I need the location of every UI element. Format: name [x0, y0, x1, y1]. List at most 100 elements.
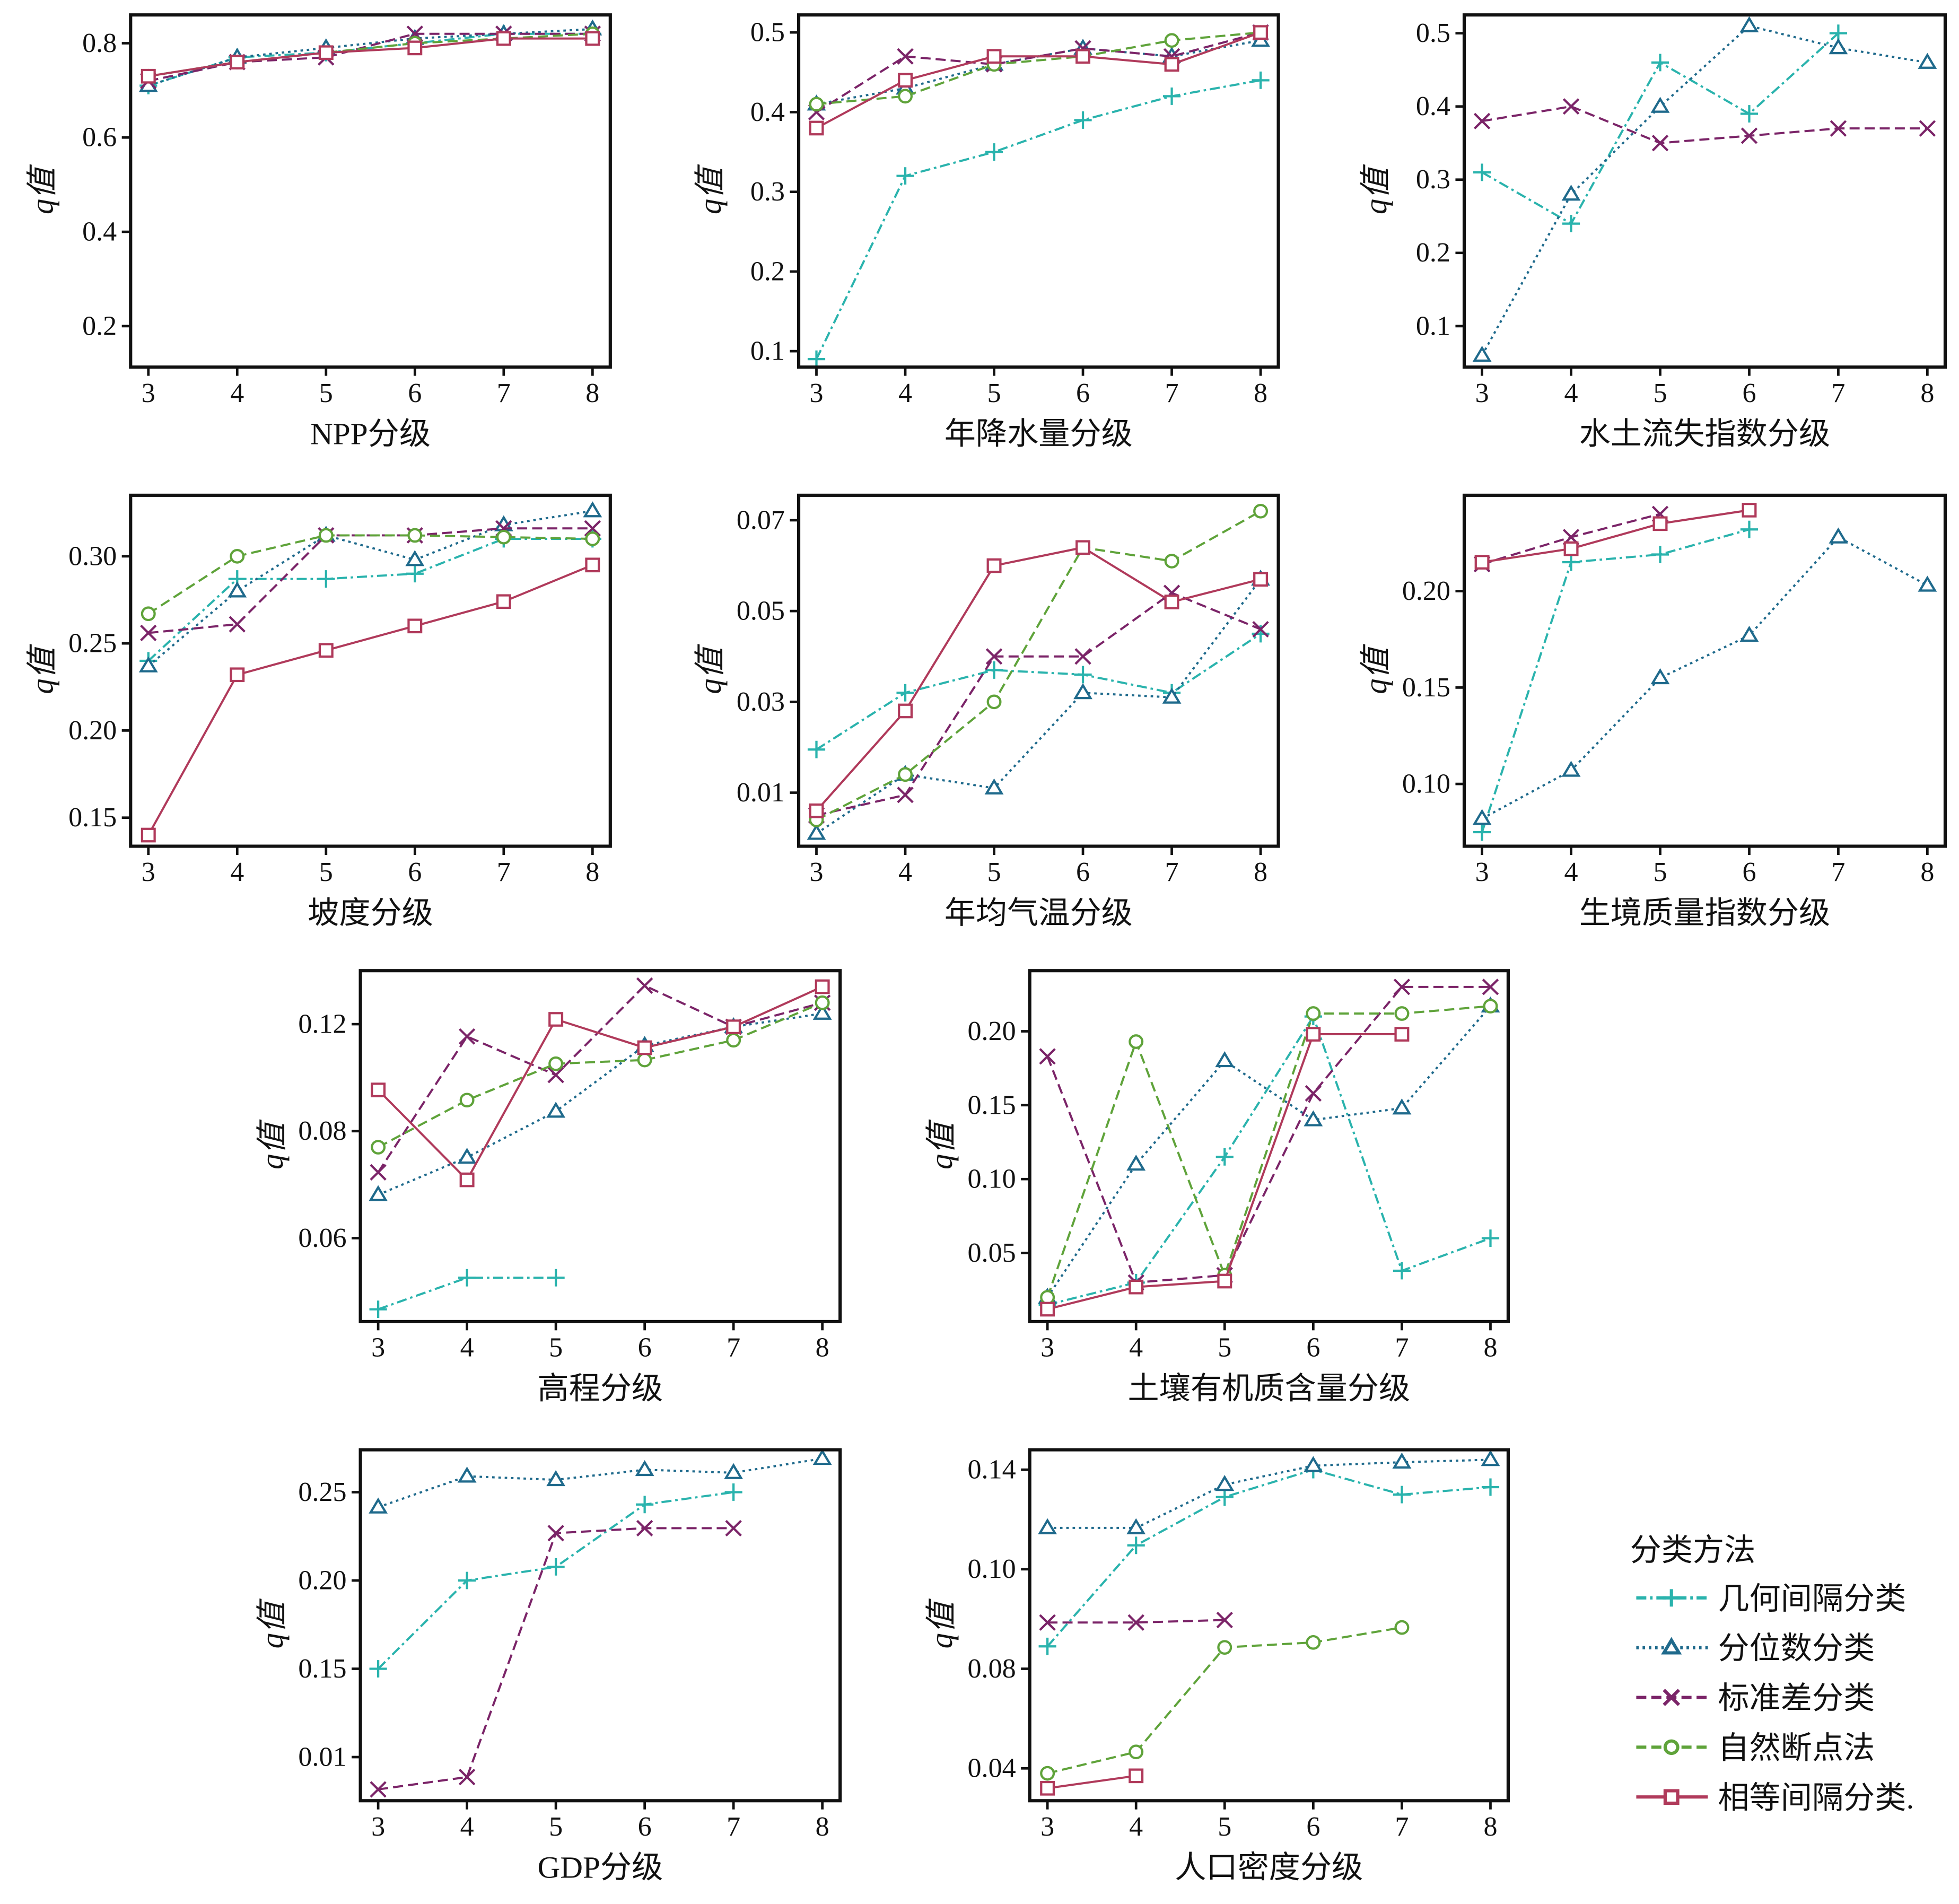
- marker: [1474, 555, 1490, 570]
- marker: [369, 1185, 388, 1201]
- x-tick-label: 8: [1254, 378, 1267, 408]
- series-line: [148, 527, 593, 634]
- marker: [585, 557, 600, 573]
- y-tick-label: 0.5: [750, 18, 785, 48]
- marker: [725, 1519, 742, 1536]
- marker: [1394, 1027, 1410, 1042]
- y-tick-label: 0.20: [298, 1566, 346, 1596]
- marker: [1253, 503, 1269, 519]
- x-tick-label: 8: [1920, 857, 1934, 887]
- series-line: [816, 510, 1262, 821]
- x-tick-label: 8: [816, 1333, 829, 1363]
- y-axis-label: q值: [924, 1598, 959, 1648]
- plot-frame: [1028, 1448, 1510, 1803]
- series-line: [378, 1001, 823, 1148]
- series-line: [147, 538, 593, 662]
- x-axis-label: GDP分级: [537, 1850, 663, 1885]
- y-tick-label: 0.10: [1402, 769, 1450, 799]
- x-tick-label: 5: [987, 857, 1001, 887]
- marker: [898, 73, 913, 88]
- x-tick-label: 5: [1218, 1812, 1231, 1842]
- x-tick-label: 7: [1831, 378, 1845, 408]
- marker: [1562, 215, 1580, 233]
- series-line: [816, 579, 1262, 835]
- legend-label: 几何间隔分类: [1718, 1581, 1906, 1616]
- marker: [1074, 648, 1091, 665]
- marker: [547, 1558, 565, 1576]
- marker: [809, 97, 824, 112]
- marker: [1306, 1635, 1321, 1650]
- x-tick-label: 6: [638, 1333, 652, 1363]
- x-tick-label: 4: [898, 378, 912, 408]
- marker: [1562, 98, 1580, 115]
- marker: [635, 1460, 654, 1477]
- y-tick-label: 0.01: [737, 778, 785, 808]
- marker: [1561, 761, 1581, 777]
- series-line: [1482, 105, 1928, 144]
- marker: [457, 1466, 477, 1483]
- marker: [230, 55, 245, 69]
- marker: [1651, 54, 1669, 72]
- x-tick-label: 3: [809, 857, 823, 887]
- marker: [1392, 1098, 1412, 1115]
- x-tick-label: 7: [727, 1333, 740, 1363]
- marker: [406, 565, 424, 583]
- marker: [1075, 540, 1091, 555]
- marker: [407, 40, 423, 56]
- x-tick-label: 6: [1742, 378, 1756, 408]
- marker: [458, 1028, 476, 1045]
- x-tick-label: 5: [319, 378, 333, 408]
- marker: [1129, 1744, 1144, 1760]
- y-tick-label: 0.01: [298, 1742, 346, 1772]
- x-axis-label: 土壤有机质含量分级: [1127, 1371, 1410, 1406]
- series-line: [148, 32, 593, 77]
- marker: [1663, 1739, 1680, 1755]
- x-tick-label: 8: [1483, 1812, 1497, 1842]
- y-tick-label: 0.25: [298, 1477, 346, 1507]
- marker: [807, 350, 826, 368]
- marker: [1472, 809, 1492, 825]
- marker: [1306, 1027, 1321, 1042]
- y-tick-label: 0.2: [82, 311, 117, 341]
- series-line: [1047, 1458, 1491, 1529]
- y-tick-label: 0.05: [737, 596, 785, 626]
- marker: [1741, 127, 1758, 144]
- x-axis-label: 坡度分级: [308, 895, 433, 930]
- x-tick-label: 5: [1653, 378, 1667, 408]
- x-tick-label: 4: [460, 1812, 474, 1842]
- marker: [1038, 1518, 1057, 1534]
- plot-frame: [1028, 969, 1510, 1323]
- marker: [898, 767, 913, 782]
- y-tick-label: 0.4: [750, 97, 785, 127]
- series-line: [816, 31, 1261, 113]
- x-tick-label: 5: [1218, 1333, 1231, 1363]
- marker: [1162, 687, 1182, 704]
- x-tick-label: 5: [987, 378, 1001, 408]
- x-axis-label: 人口密度分级: [1175, 1850, 1363, 1885]
- x-tick-label: 5: [549, 1812, 563, 1842]
- x-tick-label: 4: [1129, 1333, 1143, 1363]
- marker: [1650, 97, 1670, 113]
- x-tick-label: 8: [585, 378, 599, 408]
- marker: [1481, 1478, 1500, 1496]
- series-line: [1481, 536, 1928, 820]
- marker: [724, 1463, 744, 1479]
- marker: [636, 1519, 653, 1536]
- legend-label: 相等间隔分类.: [1718, 1780, 1914, 1815]
- series-line: [1046, 1005, 1491, 1298]
- marker: [1563, 541, 1579, 556]
- marker: [546, 1102, 566, 1118]
- legend-label: 分位数分类: [1718, 1631, 1875, 1666]
- marker: [1483, 999, 1498, 1014]
- x-tick-label: 7: [497, 378, 511, 408]
- y-tick-label: 0.1: [750, 336, 785, 366]
- marker: [1830, 120, 1847, 137]
- marker: [896, 684, 914, 702]
- marker: [1126, 1155, 1146, 1171]
- marker: [1126, 1518, 1146, 1534]
- y-tick-label: 0.20: [68, 715, 117, 746]
- marker: [896, 167, 914, 185]
- marker: [807, 824, 826, 840]
- marker: [1663, 1789, 1680, 1805]
- marker: [496, 594, 511, 609]
